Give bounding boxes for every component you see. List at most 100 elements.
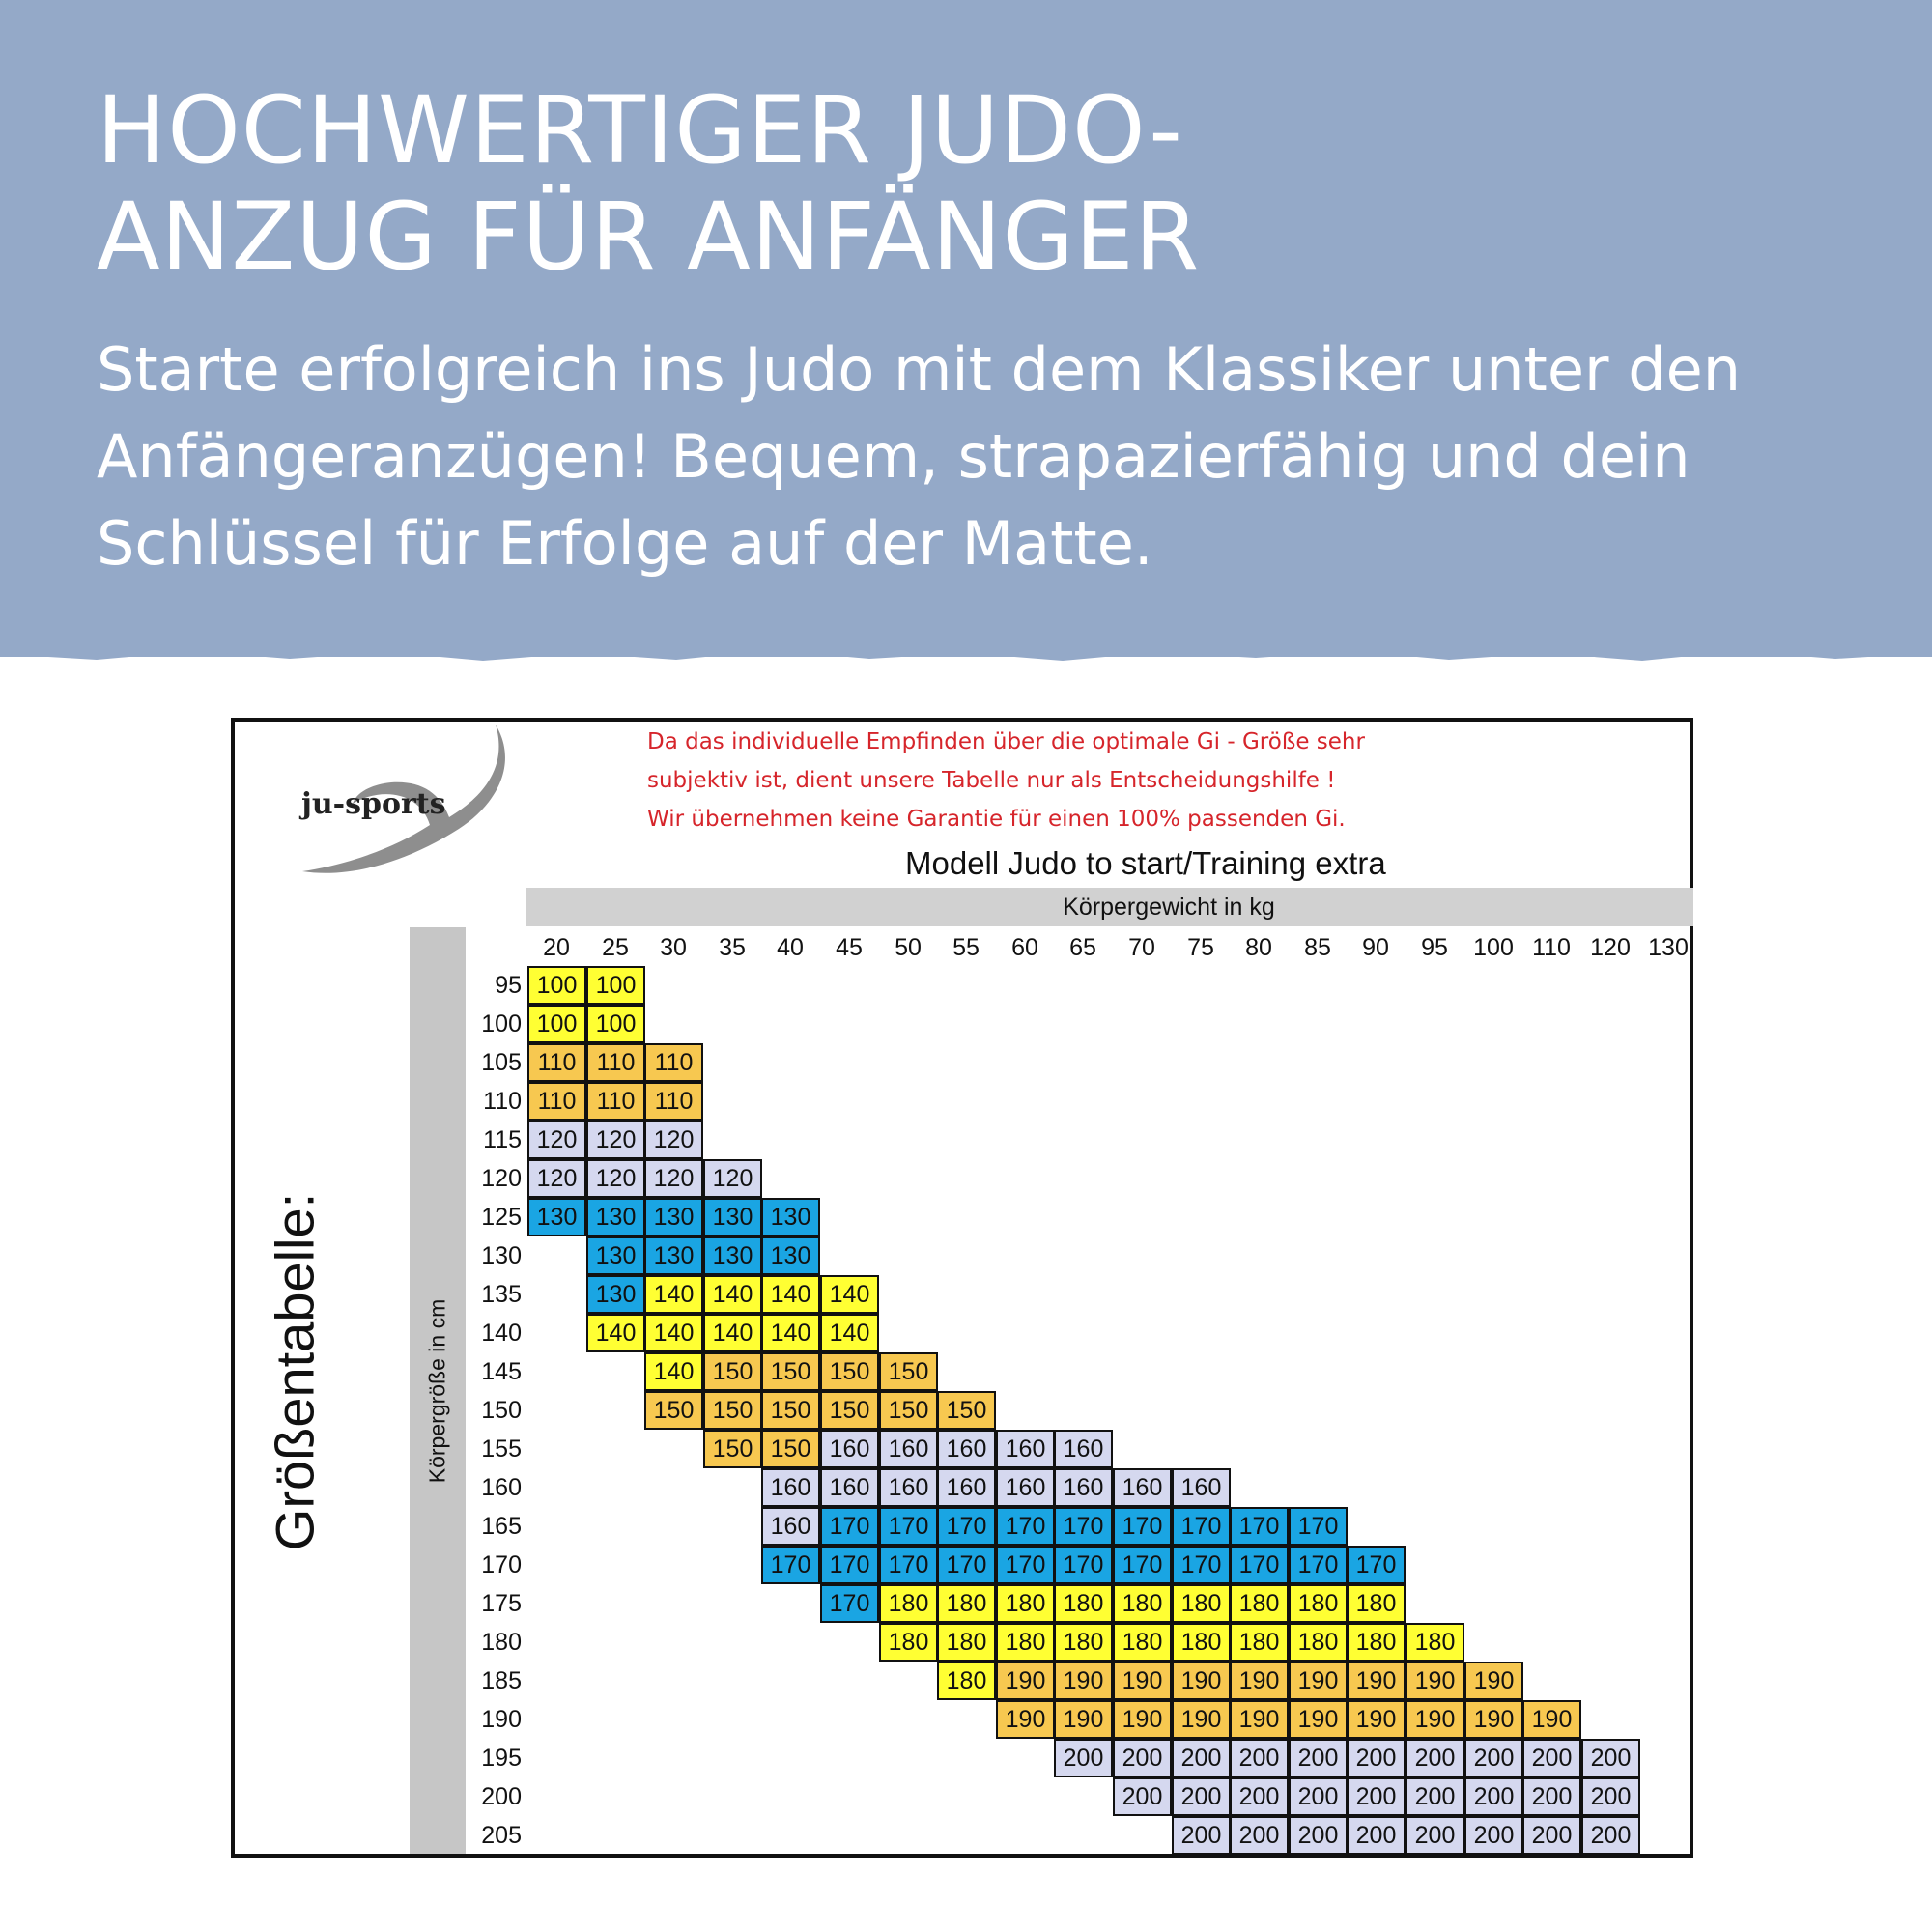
size-cell: 140	[644, 1314, 703, 1352]
size-cell: 180	[1113, 1584, 1172, 1623]
size-cell: 130	[586, 1236, 645, 1275]
height-row-header: 125	[481, 1204, 522, 1231]
size-cell: 150	[820, 1352, 879, 1391]
size-cell: 160	[761, 1507, 820, 1546]
size-cell: 190	[1113, 1662, 1172, 1700]
size-cell: 200	[1230, 1816, 1289, 1855]
height-row-header: 105	[481, 1049, 522, 1076]
size-cell: 200	[1581, 1739, 1640, 1777]
ju-sports-logo-swoosh-icon	[302, 724, 505, 873]
banner-brush-edge	[0, 641, 1932, 661]
size-cell: 170	[996, 1507, 1055, 1546]
weight-column-header: 120	[1590, 934, 1631, 961]
size-cell: 200	[1289, 1777, 1348, 1816]
height-row-header: 165	[481, 1513, 522, 1540]
height-row-header: 200	[481, 1783, 522, 1810]
size-cell: 190	[1230, 1662, 1289, 1700]
weight-column-header: 60	[1011, 934, 1038, 961]
size-cell: 200	[1464, 1777, 1523, 1816]
size-cell: 170	[1054, 1546, 1113, 1584]
size-cell: 140	[761, 1275, 820, 1314]
size-cell: 180	[879, 1623, 938, 1662]
size-cell: 150	[761, 1391, 820, 1430]
size-cell: 140	[820, 1275, 879, 1314]
size-cell: 180	[937, 1623, 996, 1662]
size-cell: 200	[1172, 1739, 1231, 1777]
height-row-header: 190	[481, 1706, 522, 1733]
size-cell: 160	[996, 1468, 1055, 1507]
height-row-header: 195	[481, 1745, 522, 1772]
weight-axis-label: Körpergewicht in kg	[1063, 894, 1275, 921]
weight-column-header: 95	[1421, 934, 1448, 961]
size-cell: 190	[1464, 1700, 1523, 1739]
size-cell: 200	[1581, 1816, 1640, 1855]
size-cell: 170	[1172, 1507, 1231, 1546]
size-cell: 140	[703, 1314, 762, 1352]
size-cell: 180	[1347, 1584, 1406, 1623]
size-cell: 110	[586, 1082, 645, 1121]
size-cell: 150	[761, 1352, 820, 1391]
weight-column-header: 80	[1245, 934, 1272, 961]
size-cell: 140	[703, 1275, 762, 1314]
size-cell: 140	[644, 1275, 703, 1314]
size-cell: 160	[820, 1468, 879, 1507]
size-cell: 170	[879, 1507, 938, 1546]
size-cell: 180	[996, 1623, 1055, 1662]
size-cell: 130	[527, 1198, 586, 1236]
size-cell: 110	[644, 1043, 703, 1082]
size-cell: 200	[1522, 1739, 1581, 1777]
size-cell: 160	[937, 1468, 996, 1507]
size-cell: 150	[937, 1391, 996, 1430]
height-row-header: 185	[481, 1667, 522, 1694]
size-cell: 130	[761, 1198, 820, 1236]
size-cell: 160	[879, 1430, 938, 1468]
size-cell: 180	[1289, 1623, 1348, 1662]
height-row-header: 140	[481, 1320, 522, 1347]
size-cell: 200	[1230, 1777, 1289, 1816]
size-cell: 150	[879, 1352, 938, 1391]
size-cell: 180	[1289, 1584, 1348, 1623]
size-cell: 120	[644, 1159, 703, 1198]
size-cell: 190	[1230, 1700, 1289, 1739]
size-cell: 190	[1406, 1700, 1464, 1739]
size-table-title: Größentabelle:	[264, 1192, 326, 1551]
height-axis-label: Körpergröße in cm	[424, 1298, 450, 1484]
size-cell: 100	[586, 966, 645, 1005]
height-row-header: 135	[481, 1281, 522, 1308]
height-row-header: 110	[483, 1088, 522, 1115]
size-cell: 130	[586, 1198, 645, 1236]
header-banner	[0, 0, 1932, 657]
size-cell: 200	[1347, 1777, 1406, 1816]
height-row-header: 150	[481, 1397, 522, 1424]
size-cell: 110	[527, 1043, 586, 1082]
weight-column-header: 30	[660, 934, 687, 961]
size-cell: 130	[703, 1236, 762, 1275]
weight-column-header: 100	[1473, 934, 1514, 961]
weight-column-header: 90	[1362, 934, 1389, 961]
size-cell: 200	[1581, 1777, 1640, 1816]
size-cell: 140	[586, 1314, 645, 1352]
size-cell: 170	[820, 1584, 879, 1623]
size-cell: 190	[1172, 1662, 1231, 1700]
size-cell: 170	[761, 1546, 820, 1584]
height-row-header: 205	[481, 1822, 522, 1849]
size-cell: 180	[1054, 1623, 1113, 1662]
size-cell: 170	[996, 1546, 1055, 1584]
size-cell: 170	[1230, 1507, 1289, 1546]
size-cell: 200	[1172, 1777, 1231, 1816]
size-cell: 190	[1172, 1700, 1231, 1739]
size-cell: 150	[761, 1430, 820, 1468]
model-title: Modell Judo to start/Training extra	[905, 845, 1386, 881]
size-cell: 150	[703, 1391, 762, 1430]
size-cell: 190	[1289, 1700, 1348, 1739]
height-row-header: 180	[481, 1629, 522, 1656]
weight-column-header: 70	[1128, 934, 1155, 961]
size-cell: 150	[703, 1430, 762, 1468]
size-cell: 180	[1230, 1623, 1289, 1662]
size-cell: 180	[937, 1662, 996, 1700]
size-cell: 200	[1464, 1739, 1523, 1777]
size-cell: 120	[586, 1121, 645, 1159]
size-cell: 180	[996, 1584, 1055, 1623]
size-cell: 190	[1406, 1662, 1464, 1700]
size-cell: 190	[1054, 1662, 1113, 1700]
